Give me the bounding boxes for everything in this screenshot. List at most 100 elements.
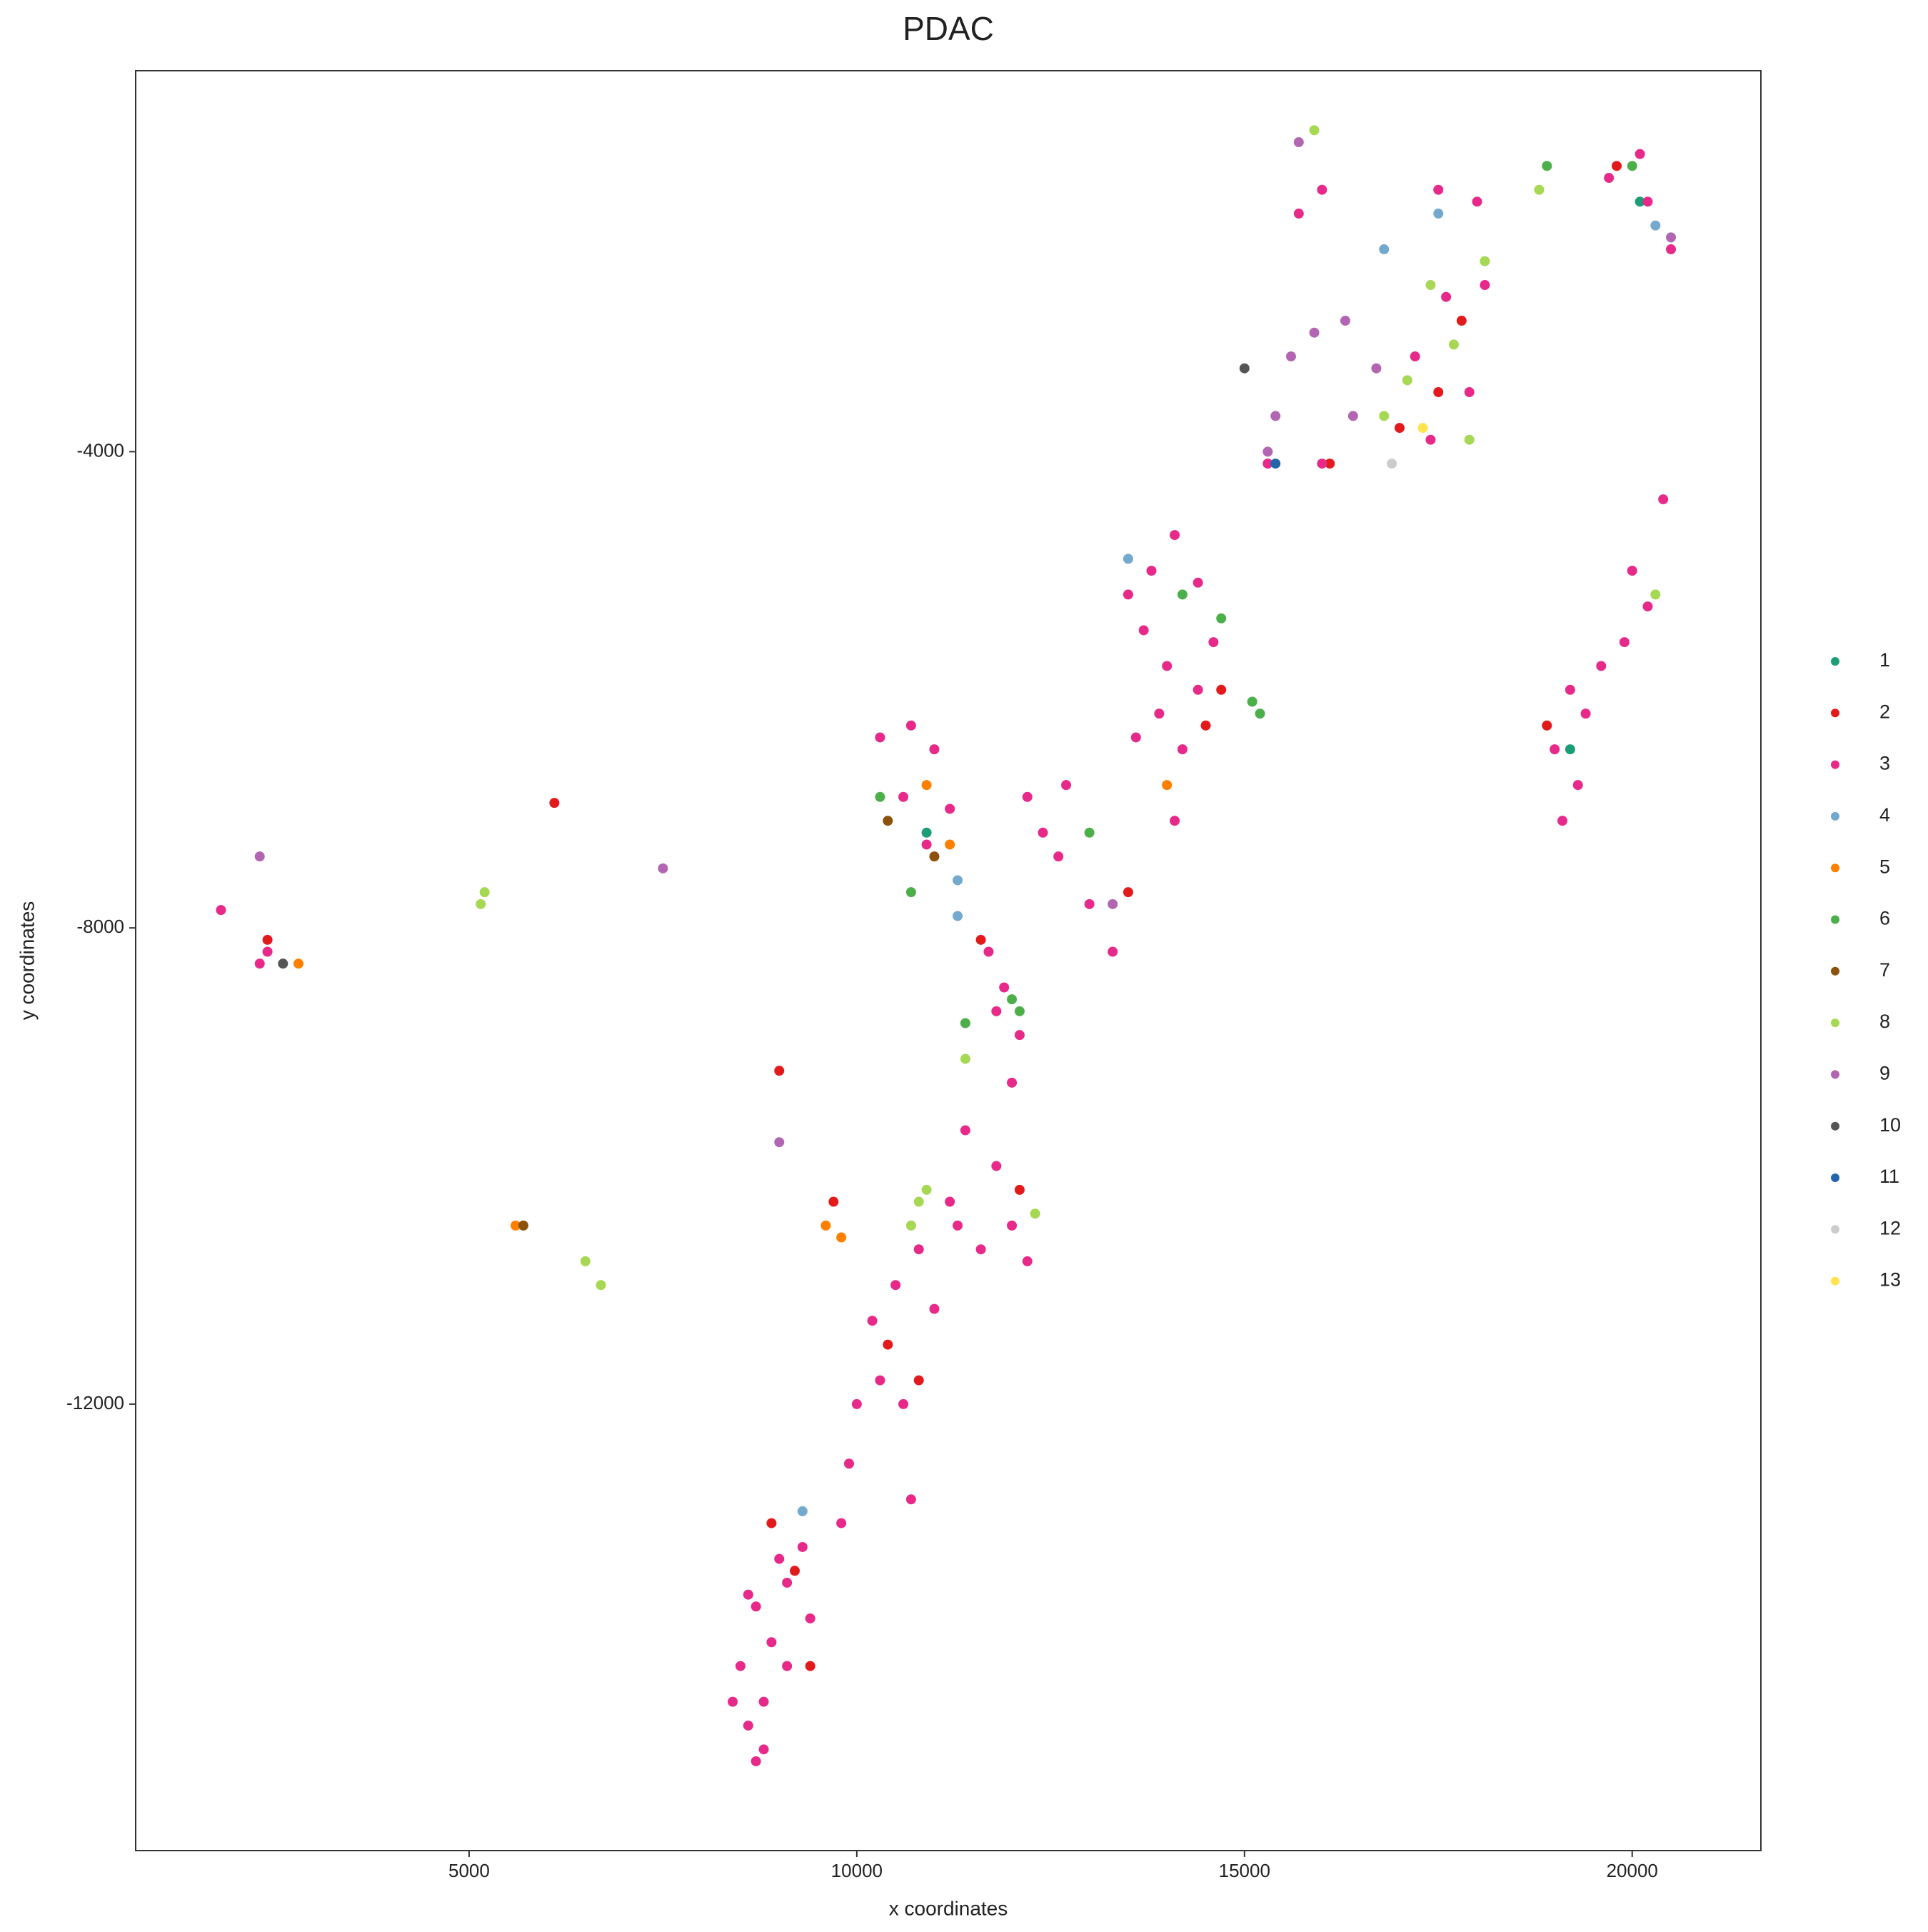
point (596, 1280, 606, 1291)
legend-label: 11 (1879, 1166, 1899, 1187)
point (774, 1137, 785, 1148)
legend-label: 1 (1879, 649, 1890, 671)
point (898, 1398, 909, 1409)
legend-label: 2 (1879, 701, 1890, 722)
point (1619, 637, 1630, 648)
point (1635, 149, 1645, 159)
legend-label: 5 (1879, 856, 1890, 877)
point (1627, 566, 1637, 576)
point (953, 911, 963, 921)
point (929, 851, 940, 862)
point (1084, 899, 1095, 909)
point (1379, 244, 1390, 255)
point (1309, 327, 1320, 338)
point (1433, 209, 1444, 219)
point (1448, 339, 1459, 350)
legend-marker (1831, 811, 1839, 821)
point (1317, 459, 1327, 469)
point (1309, 125, 1320, 136)
point (921, 1184, 932, 1195)
point (1642, 196, 1653, 207)
point (1433, 184, 1444, 195)
point (1108, 899, 1118, 909)
point (262, 934, 273, 945)
point (518, 1220, 528, 1231)
point (975, 934, 986, 945)
point (743, 1720, 753, 1731)
point (1208, 637, 1219, 648)
point (479, 887, 490, 898)
legend-marker (1831, 1121, 1839, 1131)
point (1014, 1006, 1025, 1016)
legend-label: 10 (1879, 1114, 1901, 1136)
point (960, 1125, 970, 1136)
point (1480, 280, 1490, 291)
point (1108, 946, 1118, 957)
point (844, 1458, 855, 1469)
point (999, 982, 1010, 993)
point (1402, 375, 1412, 386)
point (945, 1196, 955, 1207)
point (875, 791, 885, 802)
point (782, 1661, 793, 1671)
point (1410, 351, 1420, 362)
point (1084, 827, 1095, 838)
point (1542, 720, 1552, 731)
y-tick-label: -8000 (77, 916, 125, 937)
legend-marker (1831, 709, 1839, 718)
point (1596, 661, 1607, 671)
point (580, 1256, 591, 1266)
point (820, 1220, 831, 1231)
legend-label: 3 (1879, 753, 1890, 774)
y-axis-label: y coordinates (16, 901, 38, 1021)
point (1425, 280, 1436, 291)
legend-label: 8 (1879, 1011, 1890, 1032)
point (1170, 530, 1180, 541)
legend-label: 4 (1879, 804, 1890, 826)
point (836, 1518, 847, 1528)
point (1650, 220, 1661, 231)
point (216, 905, 226, 916)
x-tick-label: 10000 (831, 1860, 883, 1881)
point (1340, 316, 1350, 326)
legend-marker (1831, 864, 1839, 873)
point (929, 1303, 940, 1314)
point (278, 959, 288, 969)
legend-label: 13 (1879, 1269, 1901, 1291)
point (905, 887, 916, 898)
x-axis-label: x coordinates (889, 1897, 1008, 1919)
point (983, 946, 994, 957)
point (890, 1280, 901, 1291)
point (1293, 137, 1304, 148)
point (929, 744, 940, 755)
point (743, 1589, 753, 1600)
point (1216, 613, 1227, 624)
point (1247, 696, 1257, 707)
point (1130, 732, 1141, 743)
point (1472, 196, 1482, 207)
point (1293, 209, 1304, 219)
point (828, 1196, 839, 1207)
x-tick-label: 15000 (1219, 1860, 1270, 1881)
point (766, 1518, 777, 1528)
point (805, 1661, 815, 1671)
point (774, 1553, 785, 1564)
point (1572, 780, 1583, 791)
point (1138, 625, 1149, 636)
point (1612, 161, 1622, 171)
legend-label: 6 (1879, 908, 1890, 929)
point (789, 1566, 800, 1576)
point (1557, 816, 1568, 826)
point (960, 1053, 970, 1064)
point (1387, 459, 1397, 469)
point (1061, 780, 1072, 791)
point (1580, 709, 1591, 719)
point (1550, 744, 1560, 755)
point (1379, 411, 1390, 421)
legend-marker (1831, 1276, 1839, 1286)
point (1038, 827, 1048, 838)
point (1007, 994, 1018, 1005)
point (991, 1161, 1002, 1171)
point (921, 839, 932, 850)
point (805, 1613, 815, 1623)
